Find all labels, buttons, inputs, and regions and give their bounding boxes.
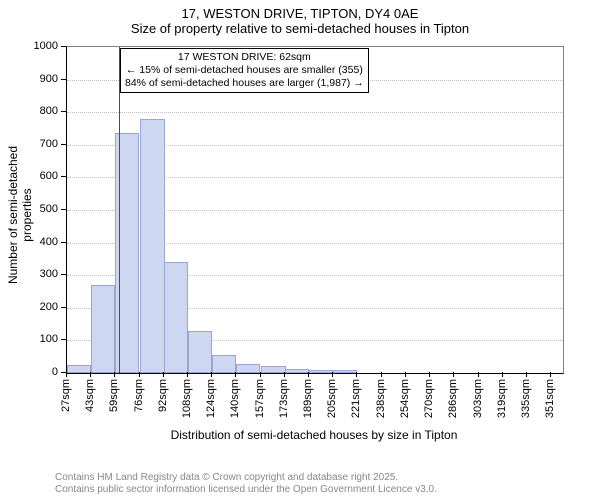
ytick-mark <box>61 176 66 177</box>
xtick-mark <box>211 372 212 377</box>
xtick-mark <box>114 372 115 377</box>
histogram-bar <box>333 370 357 373</box>
histogram-bar <box>164 262 188 373</box>
annotation-line3: 84% of semi-detached houses are larger (… <box>125 77 364 90</box>
xtick-mark <box>453 372 454 377</box>
xtick-label: 238sqm <box>375 379 387 418</box>
ytick-label: 400 <box>18 236 58 248</box>
xtick-label: 157sqm <box>254 379 266 418</box>
footer-line2: Contains public sector information licen… <box>55 484 437 496</box>
ytick-mark <box>61 242 66 243</box>
xtick-mark <box>502 372 503 377</box>
xtick-mark <box>405 372 406 377</box>
xtick-mark <box>429 372 430 377</box>
histogram-bar <box>67 365 91 373</box>
ytick-label: 1000 <box>18 40 58 52</box>
xtick-mark <box>478 372 479 377</box>
histogram-plot-area <box>66 46 564 374</box>
xtick-label: 303sqm <box>472 379 484 418</box>
histogram-bar <box>236 364 260 373</box>
ytick-mark <box>61 339 66 340</box>
footer-line1: Contains HM Land Registry data © Crown c… <box>55 472 437 484</box>
xtick-mark <box>550 372 551 377</box>
xtick-label: 140sqm <box>229 379 241 418</box>
annotation-line1: 17 WESTON DRIVE: 62sqm <box>125 51 364 64</box>
reference-annotation-box: 17 WESTON DRIVE: 62sqm ← 15% of semi-det… <box>120 48 369 93</box>
histogram-bar <box>212 355 236 373</box>
ytick-label: 900 <box>18 73 58 85</box>
xtick-label: 92sqm <box>157 379 169 412</box>
xtick-mark <box>260 372 261 377</box>
xtick-label: 108sqm <box>181 379 193 418</box>
ytick-label: 800 <box>18 105 58 117</box>
ytick-label: 200 <box>18 301 58 313</box>
x-axis-label: Distribution of semi-detached houses by … <box>66 428 562 442</box>
xtick-label: 270sqm <box>423 379 435 418</box>
title-line1: 17, WESTON DRIVE, TIPTON, DY4 0AE <box>0 6 600 21</box>
xtick-label: 335sqm <box>520 379 532 418</box>
xtick-mark <box>139 372 140 377</box>
xtick-mark <box>163 372 164 377</box>
histogram-bar <box>285 369 309 373</box>
histogram-bar <box>140 119 164 373</box>
ytick-label: 500 <box>18 203 58 215</box>
xtick-label: 59sqm <box>108 379 120 412</box>
ytick-label: 300 <box>18 268 58 280</box>
xtick-label: 221sqm <box>350 379 362 418</box>
xtick-mark <box>332 372 333 377</box>
xtick-mark <box>356 372 357 377</box>
xtick-label: 205sqm <box>326 379 338 418</box>
ytick-label: 700 <box>18 138 58 150</box>
xtick-mark <box>66 372 67 377</box>
histogram-bar <box>309 370 333 373</box>
histogram-bar <box>91 285 115 373</box>
histogram-bar <box>261 366 285 373</box>
ytick-mark <box>61 307 66 308</box>
annotation-line2: ← 15% of semi-detached houses are smalle… <box>125 64 364 77</box>
gridline-horizontal <box>67 112 563 113</box>
ytick-mark <box>61 79 66 80</box>
ytick-mark <box>61 46 66 47</box>
xtick-label: 173sqm <box>278 379 290 418</box>
ytick-mark <box>61 274 66 275</box>
xtick-label: 43sqm <box>84 379 96 412</box>
xtick-mark <box>308 372 309 377</box>
histogram-bar <box>188 331 212 373</box>
xtick-mark <box>381 372 382 377</box>
xtick-mark <box>526 372 527 377</box>
xtick-label: 319sqm <box>496 379 508 418</box>
xtick-label: 76sqm <box>133 379 145 412</box>
ytick-label: 0 <box>18 366 58 378</box>
xtick-label: 286sqm <box>447 379 459 418</box>
ytick-mark <box>61 111 66 112</box>
xtick-mark <box>284 372 285 377</box>
title-line2: Size of property relative to semi-detach… <box>0 21 600 36</box>
ytick-label: 100 <box>18 333 58 345</box>
xtick-label: 351sqm <box>544 379 556 418</box>
ytick-mark <box>61 144 66 145</box>
chart-title-block: 17, WESTON DRIVE, TIPTON, DY4 0AE Size o… <box>0 0 600 36</box>
xtick-label: 254sqm <box>399 379 411 418</box>
footer-attribution: Contains HM Land Registry data © Crown c… <box>55 472 437 496</box>
xtick-mark <box>187 372 188 377</box>
ytick-mark <box>61 209 66 210</box>
xtick-label: 124sqm <box>205 379 217 418</box>
xtick-mark <box>90 372 91 377</box>
reference-line <box>119 47 120 373</box>
xtick-label: 189sqm <box>302 379 314 418</box>
xtick-label: 27sqm <box>60 379 72 412</box>
ytick-label: 600 <box>18 170 58 182</box>
xtick-mark <box>235 372 236 377</box>
